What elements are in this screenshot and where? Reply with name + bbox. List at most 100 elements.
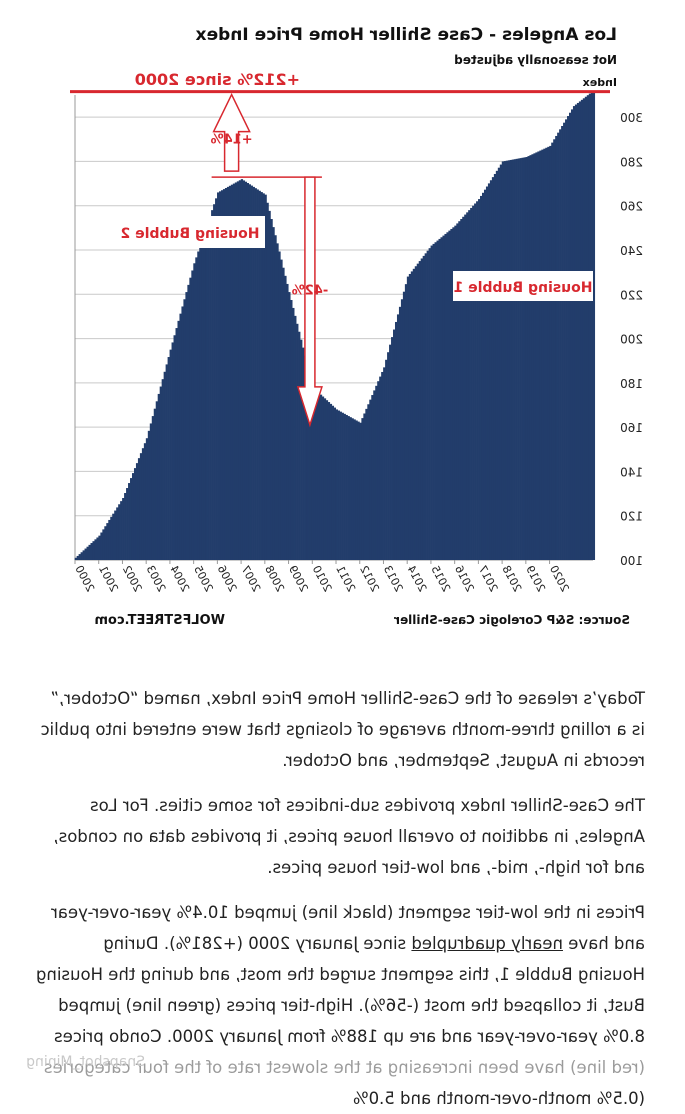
y-tick-label: 240 [620,244,643,258]
bar [82,550,85,560]
bar [100,532,103,560]
x-tick-label: 2010 [310,563,335,594]
bar [246,183,250,560]
bar [90,543,93,560]
bars [74,90,596,561]
nearly-quadrupled-link[interactable]: nearly quadrupled [411,934,563,953]
bar [286,283,289,560]
bar [545,147,548,560]
bar [385,359,388,560]
bar [474,203,477,560]
y-tick-label: 180 [620,377,643,391]
bar [525,157,528,560]
x-tick-label: 2017 [476,563,501,594]
bar [185,292,188,560]
bar [315,390,319,560]
bar [565,119,568,560]
bar [220,190,224,560]
bar [586,95,590,560]
bar [181,306,184,560]
bar [128,483,131,560]
bar [228,185,232,561]
bubble1-label: Housing Bubble 1 [454,280,593,296]
bar [207,221,210,560]
x-tick-label: 2007 [238,563,263,594]
gain-arrow [212,92,251,172]
bar [242,180,246,561]
bar [559,129,562,561]
bar [290,300,293,560]
bar [327,402,331,560]
bar [78,554,81,560]
y-tick-label: 100 [620,554,643,568]
source-label: Source: S&P Corelogic Case-Shiller [394,613,630,627]
bar [391,337,394,560]
bar [580,99,584,560]
bar [569,112,572,560]
bar [543,148,546,561]
x-tick-label: 2001 [96,563,121,594]
bar [450,228,453,560]
bar [412,268,416,560]
bar [367,404,370,560]
y-axis-ticks: 100 120 140 160 180 200 220 240 260 280 300 [620,111,643,568]
bar [398,306,402,560]
bar [408,273,412,560]
y-tick-label: 160 [620,421,643,435]
bar [258,190,261,560]
bar [570,109,574,561]
bar [179,313,182,560]
bar [254,188,257,561]
bar [94,539,97,560]
bar [387,352,390,560]
bar [337,410,340,560]
bar [355,420,358,560]
x-tick-label: 2000 [72,563,97,594]
bar [333,407,337,560]
bar [529,155,532,560]
bar [248,184,251,561]
bar [345,414,348,560]
x-tick-label: 2005 [191,563,216,594]
bar [325,400,329,560]
bar [213,204,216,560]
bar [418,261,422,560]
bar [215,198,218,561]
x-tick-label: 2008 [262,563,287,594]
bar [349,417,352,560]
bar [219,191,222,561]
bar [149,423,153,560]
x-tick-label: 2009 [286,563,311,594]
bar [282,267,285,560]
bar [394,321,398,560]
bar [147,430,151,560]
x-tick-label: 2016 [452,563,477,594]
bar [177,320,180,560]
bar [393,329,396,560]
bar [584,96,588,561]
bar [511,159,514,561]
bar [183,299,186,560]
bar [151,416,155,560]
bar [567,116,570,561]
bar [357,421,360,560]
bar [307,371,311,560]
bar [359,422,362,560]
bar [553,139,556,561]
bar [80,552,83,560]
bar [74,557,77,560]
bar [491,177,495,560]
bar [353,419,356,560]
bar [505,160,509,560]
bar [222,189,226,560]
bar [278,251,281,560]
bar [493,173,497,560]
bar [211,210,214,560]
bar [495,170,499,560]
y-tick-label: 280 [620,155,643,169]
bar [434,242,437,560]
bar [481,192,485,561]
bar [517,158,520,560]
y-tick-label: 200 [620,333,643,347]
x-tick-label: 2011 [333,563,358,594]
